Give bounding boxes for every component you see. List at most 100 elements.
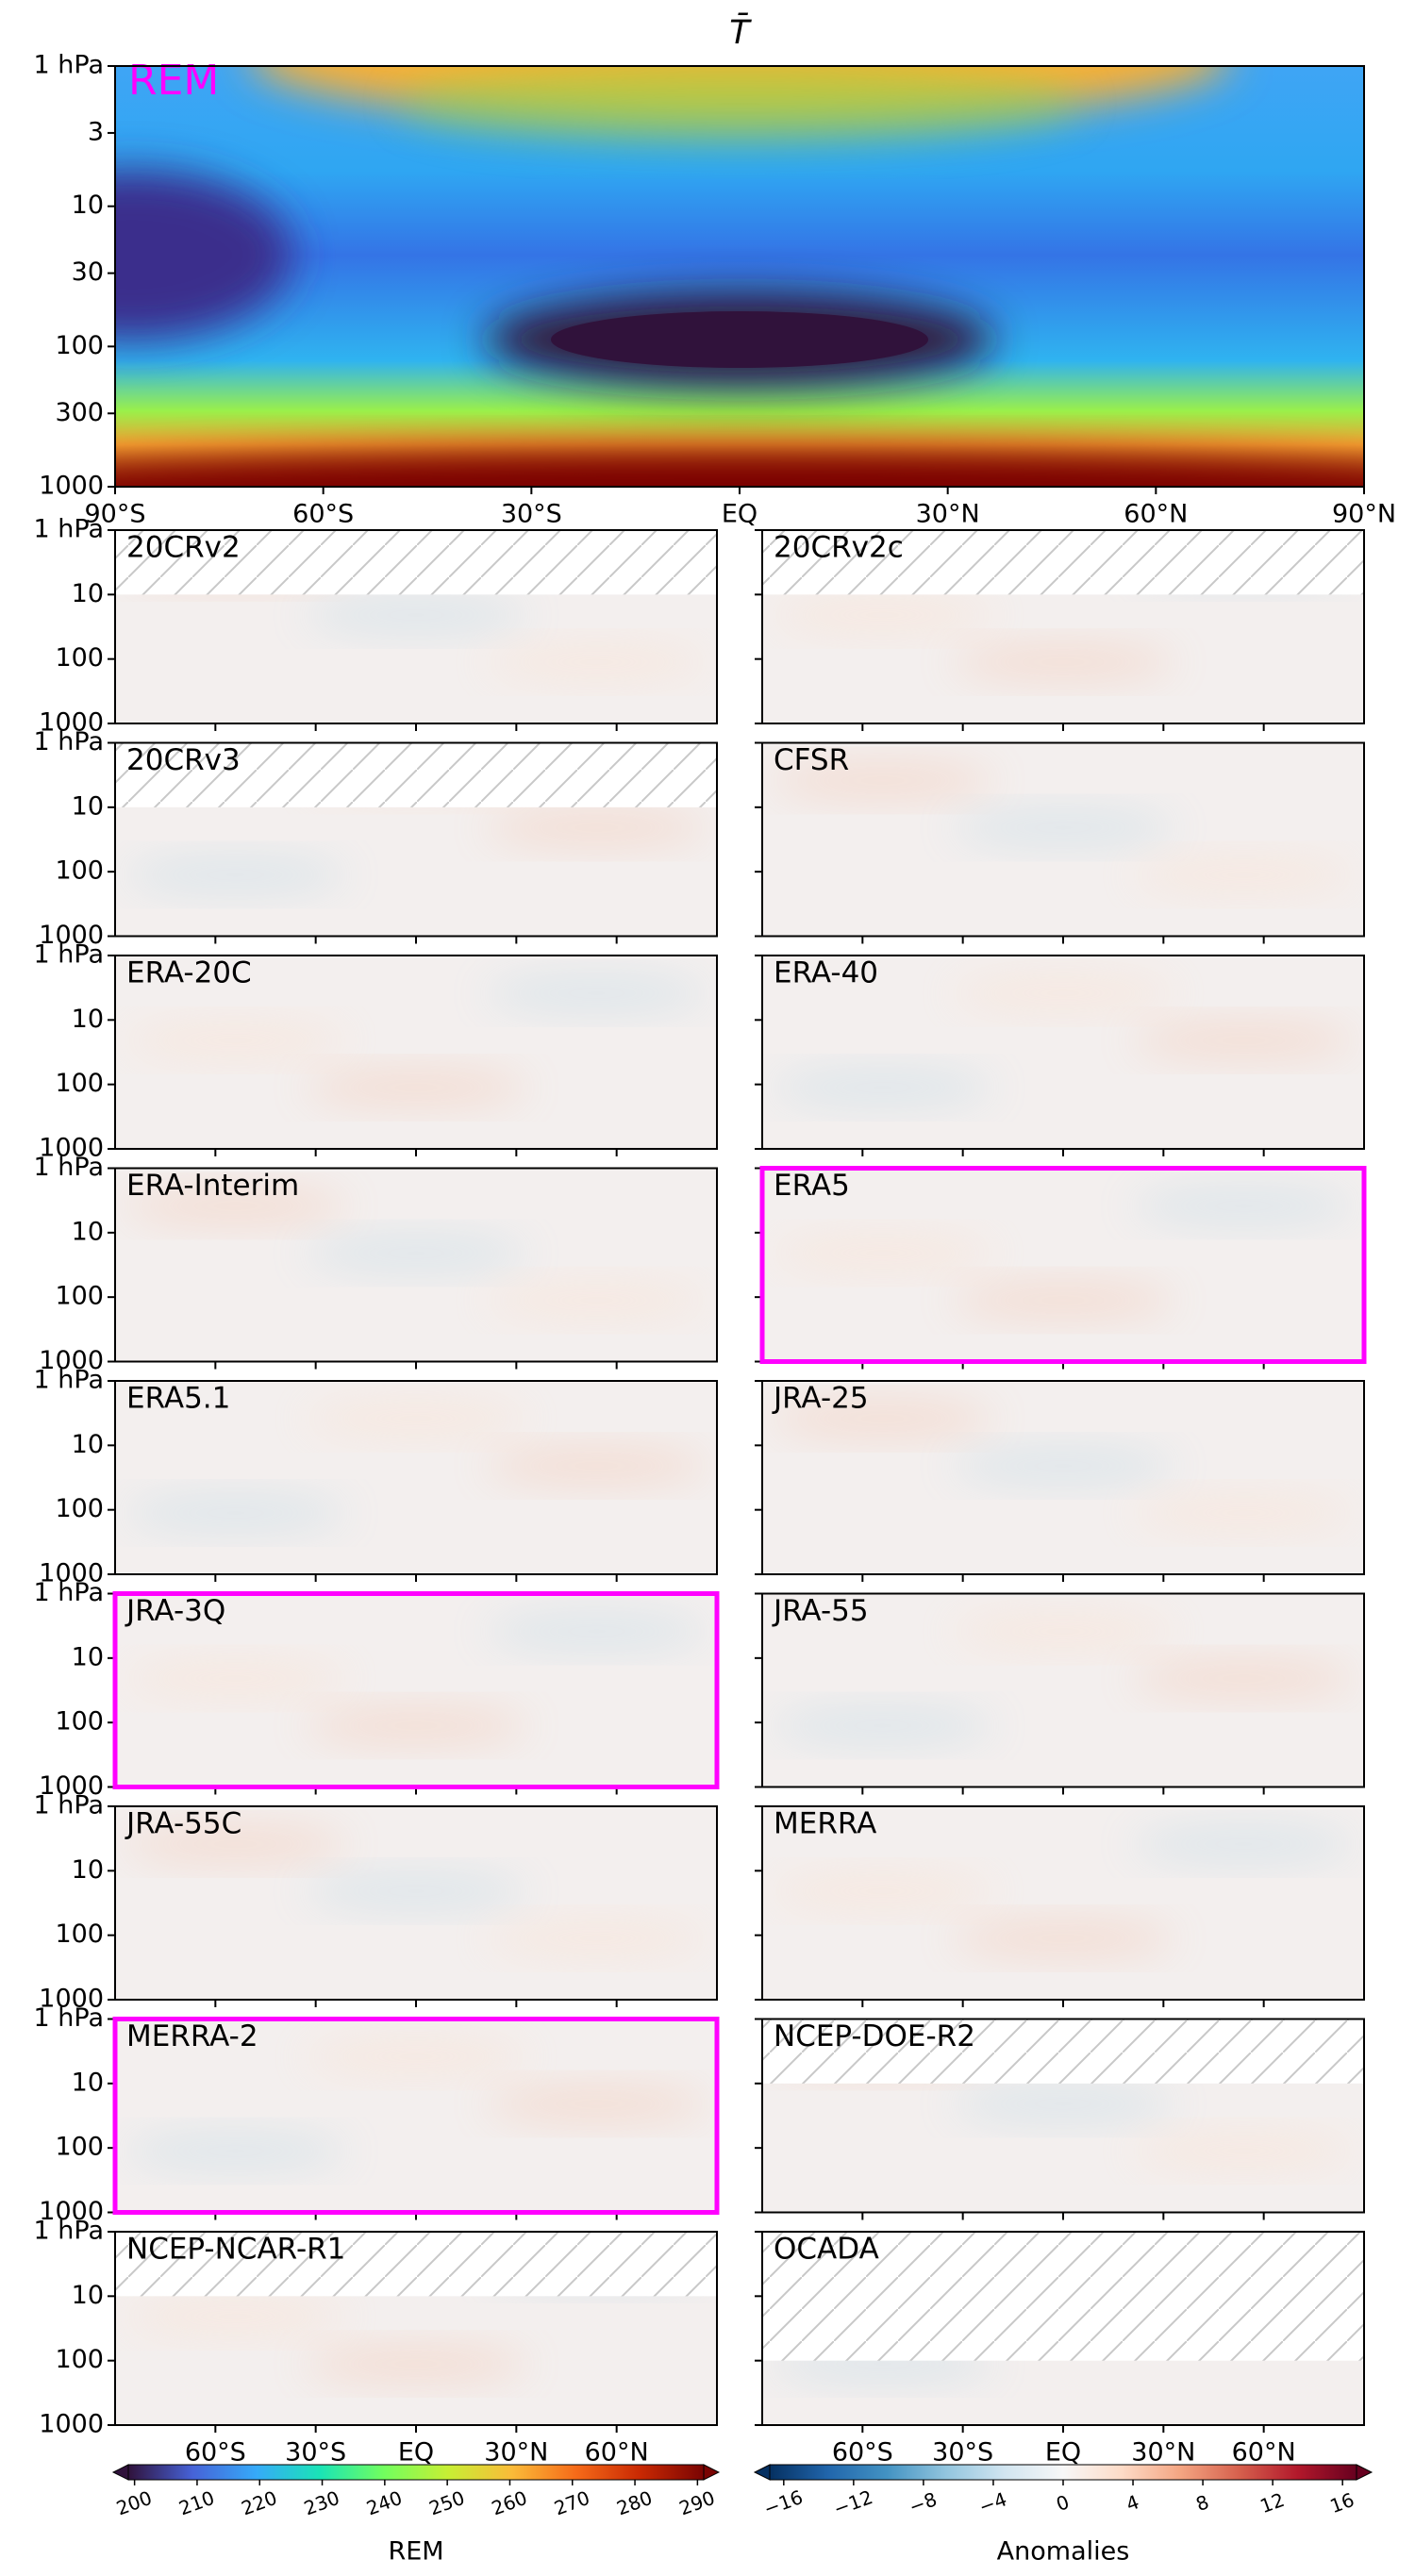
x-tick-label: 60°S [292,500,354,529]
field-blob [483,1614,710,1649]
panel-label: JRA-25 [772,1382,869,1416]
y-tick-label: 1000 [39,2410,104,2439]
field-blob [950,1449,1176,1483]
x-tick-label: 60°N [1124,500,1188,529]
panel-label: JRA-55 [772,1594,869,1628]
colorbar-extend [703,2464,721,2481]
field-blob [303,1071,529,1105]
field-blob [122,1661,349,1696]
x-tick-label: EQ [722,500,757,529]
field-blob [950,645,1176,679]
field-blob [303,2039,529,2074]
field-blob [303,2347,529,2381]
field [115,742,717,937]
field [115,2019,717,2213]
colorbar-tick-label: −12 [830,2485,875,2520]
colorbar-tick-label: 200 [113,2486,155,2520]
panel-label: CFSR [774,743,849,777]
field [762,1168,1364,1362]
y-tick-label: 10 [72,191,104,220]
colorbar-tick-label: 280 [614,2486,656,2520]
x-tick-label: 30°S [285,2438,346,2468]
field-blob [122,2134,349,2169]
colorbar [127,2464,705,2481]
panel-label: 20CRv2c [774,531,904,565]
field-blob [483,1921,710,1955]
y-tick-label: 100 [55,2345,104,2374]
x-tick-label: EQ [1045,2438,1081,2468]
field-blob [769,598,996,632]
x-tick-label: 30°N [1131,2438,1195,2468]
field-blob [950,1283,1176,1318]
y-tick-label: 100 [55,643,104,673]
chart-title: T̄ [729,12,752,52]
field-blob [950,1614,1176,1649]
field-blob [303,1236,529,1271]
hatched-region [762,2019,1364,2084]
y-tick-label: 100 [55,1920,104,1949]
y-tick-label: 1000 [39,472,104,501]
field-blob [303,598,529,632]
hatched-region [762,530,1364,595]
highlight-frame [112,2017,720,2215]
field-blob [303,1874,529,1908]
x-tick-label: 60°S [185,2438,246,2468]
field [762,956,1364,1149]
y-tick-label: 10 [72,1005,104,1034]
y-tick-label: 1 hPa [34,2003,105,2033]
x-tick-label: 60°N [1232,2438,1296,2468]
field-blob [1130,1188,1357,1223]
field [762,742,1364,937]
panel-label: OCADA [774,2233,879,2267]
colorbar-tick-label: 230 [301,2486,342,2520]
field-blob [122,1023,349,1057]
field [762,2019,1364,2213]
y-tick-label: 1000 [39,1134,104,1163]
field-blob [122,1496,349,1530]
panel-label: 20CRv3 [126,743,241,777]
field-blob [769,1874,996,1908]
colorbar-tick-label: −16 [760,2485,806,2520]
panel-label: ERA5.1 [126,1382,230,1416]
field-blob [483,1449,710,1483]
y-tick-label: 100 [55,1707,104,1737]
field-blob [1130,857,1357,892]
x-tick-label: 30°N [484,2438,548,2468]
field-blob [1130,1496,1357,1530]
panel-label: NCEP-DOE-R2 [774,2019,975,2053]
y-tick-label: 30 [72,258,104,287]
colorbar-tick-label: 290 [676,2486,718,2520]
y-tick-label: 10 [72,1217,104,1246]
x-tick-label: EQ [398,2438,434,2468]
panel-label: REM [128,57,219,105]
field-blob [483,810,710,845]
y-tick-label: 1 hPa [34,727,105,756]
colorbar-tick-label: 12 [1257,2488,1288,2518]
y-tick-label: 100 [55,856,104,886]
field-blob [950,1921,1176,1955]
field-blob [483,2086,710,2121]
y-tick-label: 1000 [39,1346,104,1375]
field [115,956,717,1149]
x-tick-label: 30°S [932,2438,993,2468]
y-tick-label: 1000 [39,1559,104,1588]
y-tick-label: 10 [72,579,104,608]
colorbar-tick-label: 0 [1053,2490,1072,2516]
field-blob [303,1402,529,1436]
field-blob [1130,1827,1357,1861]
panel-label: ERA-20C [126,956,252,990]
colorbar-tick-label: 270 [551,2486,592,2520]
y-tick-label: 1000 [39,1771,104,1801]
y-tick-label: 1000 [39,921,104,950]
y-tick-label: 100 [55,331,104,360]
y-tick-label: 10 [72,2068,104,2097]
colorbar-tick-label: 250 [426,2486,468,2520]
field-blob [1130,1661,1357,1696]
y-tick-label: 100 [55,1069,104,1098]
colorbar-tick-label: 240 [363,2486,405,2520]
y-tick-label: 1 hPa [34,1791,105,1820]
colorbar-tick-label: 220 [239,2486,280,2520]
field-blob [950,810,1176,845]
x-tick-label: 60°S [832,2438,893,2468]
